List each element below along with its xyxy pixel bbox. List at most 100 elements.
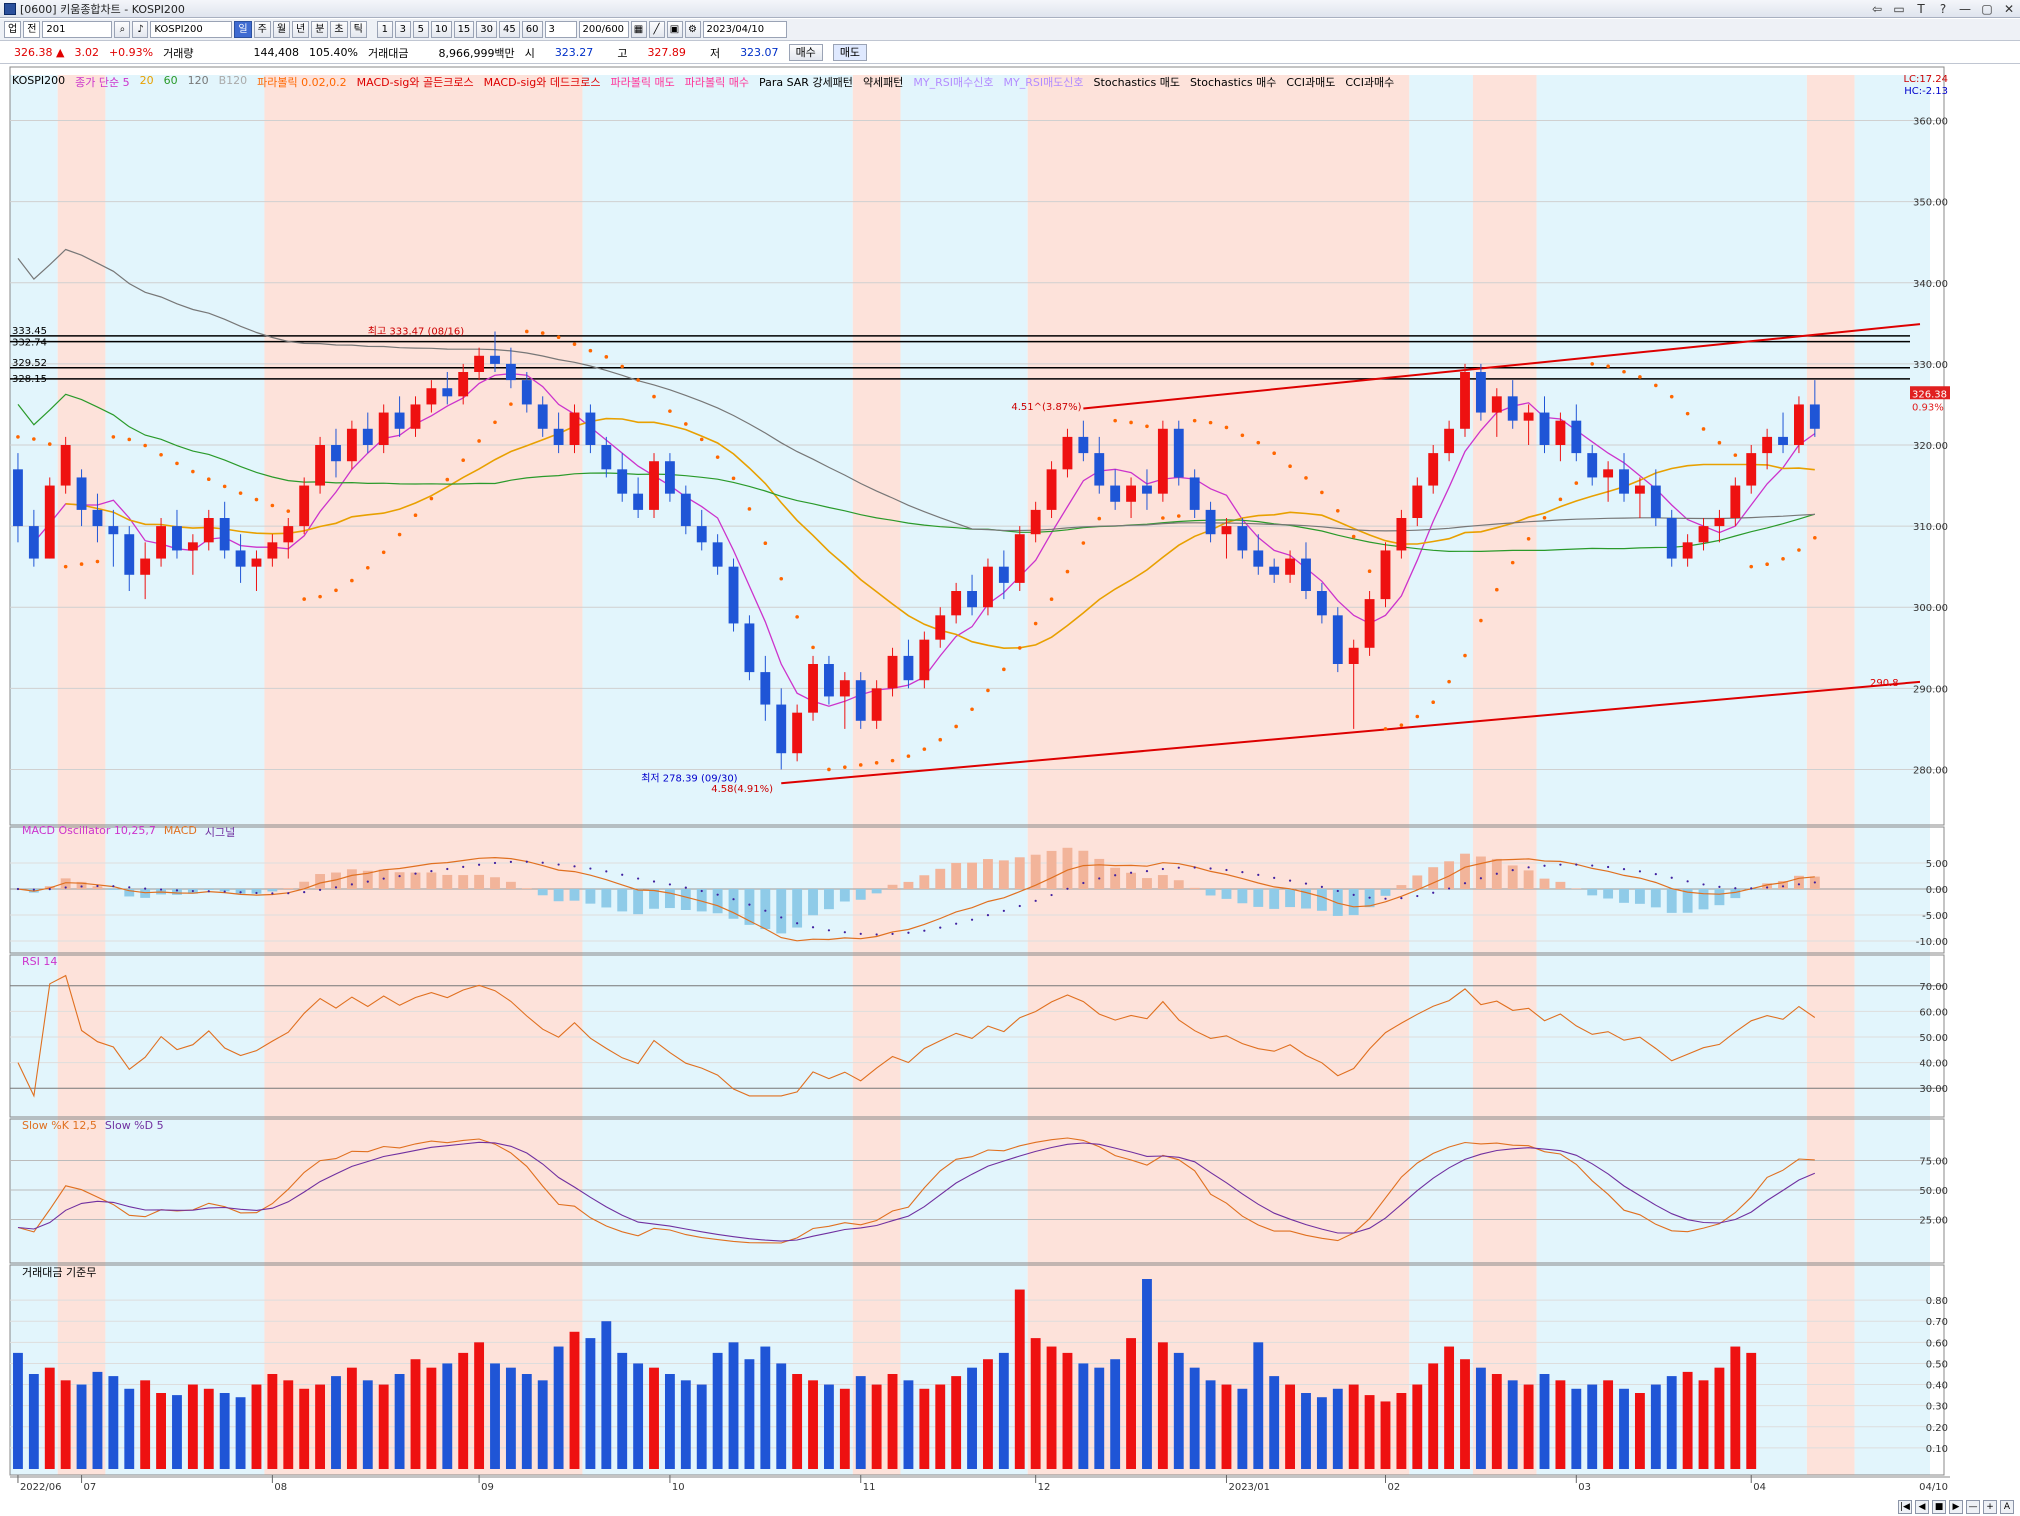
legend-item[interactable]: KOSPI200	[12, 74, 66, 87]
scroll-start-button[interactable]: |◀	[1898, 1500, 1912, 1514]
macd-signal-dot	[1193, 866, 1196, 869]
interval-10[interactable]: 10	[430, 21, 452, 38]
interval-5[interactable]: 5	[412, 21, 429, 38]
macd-signal-dot	[748, 903, 751, 906]
sar-dot	[1383, 727, 1388, 731]
grid-icon[interactable]: ▦	[630, 21, 647, 38]
legend-item[interactable]: CCI과매수	[1345, 76, 1395, 89]
scroll-right-button[interactable]: ▶	[1949, 1500, 1963, 1514]
legend-item[interactable]: 20	[139, 74, 154, 87]
amount-bar	[951, 1376, 962, 1469]
code-input[interactable]: 201	[42, 21, 113, 38]
amount-bar	[442, 1363, 453, 1469]
search-icon[interactable]: ⌕	[114, 21, 131, 38]
macd-osc-bar	[744, 889, 755, 925]
legend-item[interactable]: 120	[187, 74, 209, 87]
legend-item[interactable]: 파라볼릭 매도	[610, 76, 675, 89]
legend-item[interactable]: 약세패턴	[862, 76, 904, 89]
macd-signal-dot	[144, 887, 147, 890]
amount-bar	[108, 1376, 119, 1469]
amount-bar	[1014, 1289, 1025, 1469]
legend-item[interactable]: 종가 단순 5	[75, 76, 130, 89]
sar-dot	[477, 439, 481, 443]
macd-osc-bar	[919, 875, 930, 889]
interval-input[interactable]: 3	[544, 21, 577, 38]
period-month[interactable]: 월	[272, 21, 291, 38]
legend-item[interactable]: MACD-sig와 데드크로스	[483, 76, 601, 89]
symbol-name: KOSPI200	[150, 21, 233, 38]
legend-item[interactable]: MY_RSI매수신호	[913, 76, 994, 89]
settings-icon[interactable]: ⚙	[684, 21, 701, 38]
amount-bar	[839, 1388, 850, 1469]
macd-signal-dot	[1702, 883, 1705, 886]
period-tick[interactable]: 틱	[349, 21, 367, 38]
period-week[interactable]: 주	[253, 21, 271, 38]
scroll-left-button[interactable]: ◀	[1915, 1500, 1929, 1514]
chart-canvas[interactable]: 360.00 350.00 340.00 330.00 320.00 310.00 300.…	[0, 65, 2020, 1516]
stoch-k-label: Slow %K 12,5	[22, 1119, 97, 1132]
macd-osc-bar	[1221, 889, 1232, 899]
zoom-in-button[interactable]: +	[1983, 1500, 1997, 1514]
amount-bar	[1142, 1279, 1152, 1469]
macd-signal-dot	[1368, 896, 1371, 899]
window-buttons: ⇦ ▭ T ? — ▢ ✕	[1870, 2, 2016, 16]
legend-item[interactable]: 파라볼릭 매수	[684, 76, 749, 89]
legend-item[interactable]: B120	[218, 74, 248, 87]
zoom-out-button[interactable]: —	[1966, 1500, 1980, 1514]
legend-item[interactable]: Para SAR 강세패턴	[758, 76, 853, 89]
count-input[interactable]: 200/600	[578, 21, 629, 38]
date-tick-label: 09	[481, 1482, 494, 1493]
macd-osc-bar	[1173, 880, 1184, 889]
save-icon[interactable]: ▣	[666, 21, 683, 38]
amount-tick-label: 0.30	[1926, 1402, 1948, 1413]
macd-osc-bar	[871, 889, 882, 894]
sar-dot	[1129, 420, 1133, 425]
auto-button[interactable]: A	[2000, 1500, 2014, 1514]
back-icon[interactable]: ⇦	[1871, 2, 1883, 16]
macd-signal-dot	[700, 889, 703, 893]
legend-item[interactable]: MACD-sig와 골든크로스	[356, 76, 474, 89]
layout-icon[interactable]: ▭	[1893, 2, 1905, 16]
chart-area[interactable]: 360.00 350.00 340.00 330.00 320.00 310.00 300.…	[0, 65, 2020, 1516]
minimize-button[interactable]: —	[1959, 2, 1971, 16]
interval-30[interactable]: 30	[476, 21, 498, 38]
maximize-button[interactable]: ▢	[1981, 2, 1993, 16]
date-input[interactable]: 2023/04/10	[702, 21, 787, 38]
period-day[interactable]: 일	[234, 21, 252, 38]
sar-dot	[365, 566, 370, 570]
period-second[interactable]: 초	[330, 21, 348, 38]
amount-value: 8,966,999백만	[438, 46, 515, 60]
interval-60[interactable]: 60	[521, 21, 543, 38]
sell-button[interactable]: 매도	[832, 44, 868, 61]
line-tool-icon[interactable]: ╱	[648, 21, 665, 38]
interval-15[interactable]: 15	[453, 21, 475, 38]
candle-body	[1730, 485, 1741, 518]
amount-bar	[728, 1342, 739, 1469]
legend-item[interactable]: MY_RSI매도신호	[1003, 76, 1084, 89]
period-minute[interactable]: 분	[311, 21, 329, 38]
legend-item[interactable]: 파라볼릭 0.02,0.2	[257, 76, 347, 89]
close-button[interactable]: ✕	[2003, 2, 2015, 16]
text-icon[interactable]: T	[1917, 2, 1925, 16]
view-select[interactable]: 전	[23, 21, 41, 38]
level-label: 329.52	[12, 358, 47, 369]
amount-bar	[919, 1388, 930, 1469]
legend-item[interactable]: Stochastics 매수	[1189, 76, 1277, 89]
legend-item[interactable]: 60	[163, 74, 178, 87]
period-year[interactable]: 년	[292, 21, 310, 38]
candle-body	[1046, 469, 1057, 510]
candle-body	[108, 526, 119, 535]
legend-item[interactable]: Stochastics 매도	[1093, 76, 1180, 89]
stop-button[interactable]: ■	[1932, 1500, 1946, 1514]
amount-bar	[140, 1380, 151, 1469]
sound-icon[interactable]: ♪	[132, 21, 149, 38]
macd-signal-dot	[1813, 881, 1816, 884]
buy-button[interactable]: 매수	[788, 44, 823, 61]
interval-45[interactable]: 45	[499, 21, 520, 38]
help-icon[interactable]: ?	[1939, 2, 1947, 16]
legend-item[interactable]: CCI과매도	[1286, 76, 1336, 89]
interval-1[interactable]: 1	[376, 21, 393, 38]
sar-dot	[906, 754, 911, 758]
market-select[interactable]: 업	[4, 21, 22, 38]
interval-3[interactable]: 3	[394, 21, 411, 38]
